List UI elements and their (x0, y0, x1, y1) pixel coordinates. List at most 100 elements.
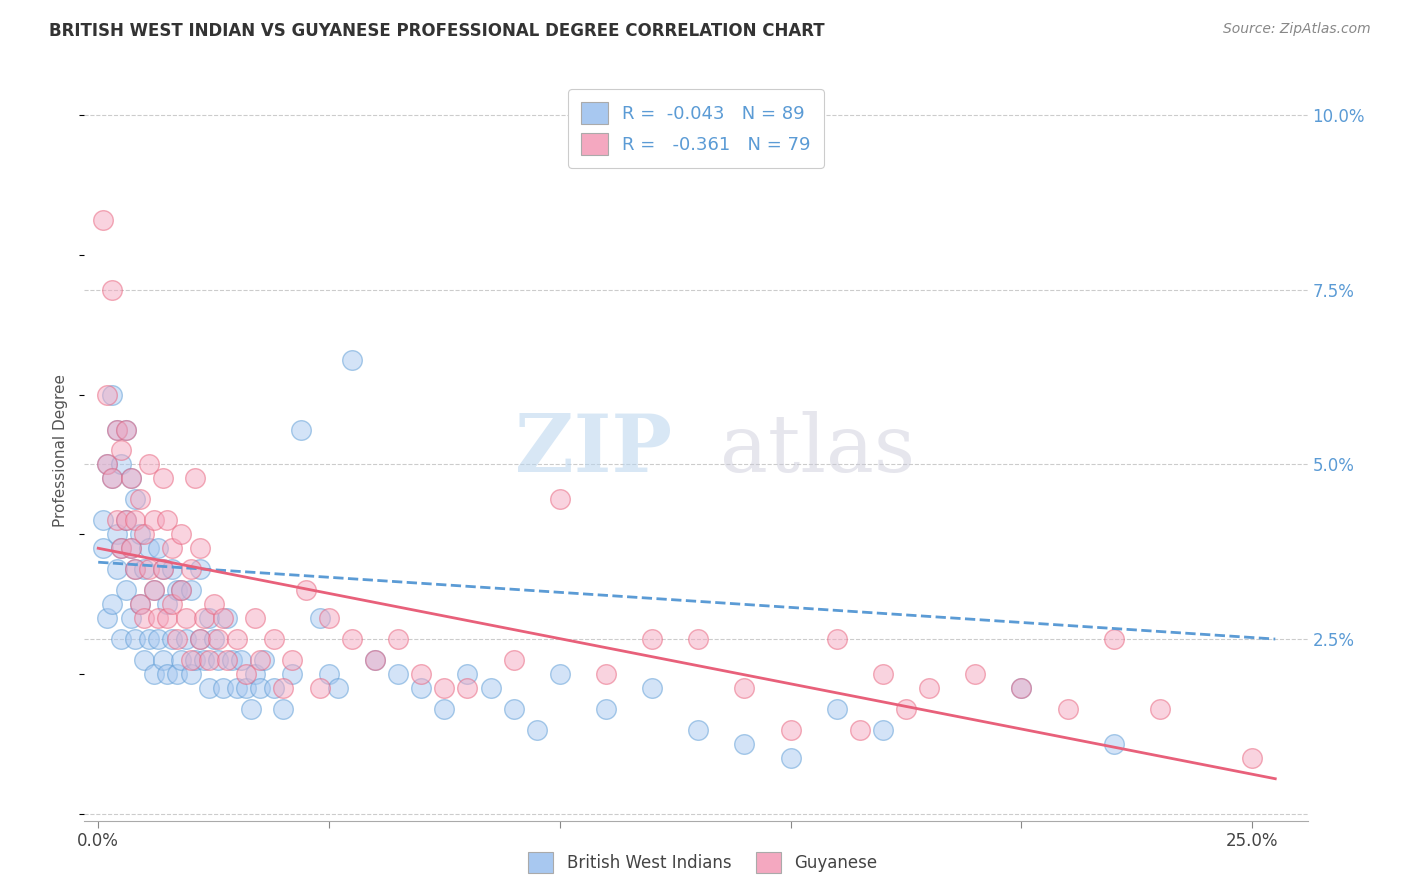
Point (217, 653, 239, 667)
Point (156, 611, 179, 625)
Point (340, 352, 363, 367)
Point (180, 667, 202, 681)
Point (128, 597, 150, 611)
Point (188, 632, 211, 646)
Point (105, 562, 128, 576)
Point (96, 611, 118, 625)
Point (411, 667, 433, 681)
Point (526, 723, 548, 737)
Point (779, 723, 801, 737)
Point (115, 513, 138, 527)
Point (110, 632, 132, 646)
Point (548, 492, 571, 507)
Point (96, 387, 118, 401)
Point (148, 541, 170, 556)
Point (156, 597, 179, 611)
Point (110, 443, 132, 458)
Point (779, 751, 801, 765)
Point (128, 527, 150, 541)
Legend: British West Indians, Guyanese: British West Indians, Guyanese (522, 846, 884, 880)
Point (965, 667, 987, 681)
Point (243, 667, 266, 681)
Point (152, 653, 174, 667)
Point (152, 562, 174, 576)
Point (110, 458, 132, 472)
Point (918, 681, 941, 695)
Point (688, 632, 710, 646)
Point (872, 723, 894, 737)
Point (502, 702, 524, 716)
Point (120, 541, 142, 556)
Point (156, 513, 179, 527)
Point (872, 667, 894, 681)
Point (120, 611, 142, 625)
Point (115, 583, 138, 598)
Point (148, 611, 170, 625)
Point (134, 611, 156, 625)
Point (231, 653, 253, 667)
Y-axis label: Professional Degree: Professional Degree (53, 374, 69, 527)
Text: atlas: atlas (720, 411, 915, 490)
Point (124, 632, 146, 646)
Point (456, 681, 478, 695)
Point (387, 667, 409, 681)
Point (263, 632, 285, 646)
Point (281, 667, 304, 681)
Point (180, 562, 202, 576)
Point (115, 513, 138, 527)
Point (101, 471, 124, 485)
Point (411, 681, 433, 695)
Point (364, 653, 387, 667)
Point (110, 541, 132, 556)
Point (1010, 681, 1032, 695)
Point (202, 632, 225, 646)
Point (105, 423, 128, 437)
Legend: R =  -0.043   N = 89, R =   -0.361   N = 79: R = -0.043 N = 89, R = -0.361 N = 79 (568, 89, 824, 168)
Point (211, 681, 233, 695)
Point (156, 667, 179, 681)
Point (688, 723, 710, 737)
Point (105, 423, 128, 437)
Point (174, 611, 197, 625)
Point (170, 583, 193, 598)
Point (364, 653, 387, 667)
Point (138, 541, 160, 556)
Point (160, 541, 183, 556)
Point (105, 527, 128, 541)
Point (142, 583, 165, 598)
Point (502, 653, 524, 667)
Point (124, 562, 146, 576)
Point (263, 681, 285, 695)
Point (202, 597, 225, 611)
Point (134, 527, 156, 541)
Point (193, 653, 215, 667)
Point (1149, 702, 1171, 716)
Point (91, 213, 114, 227)
Point (479, 681, 502, 695)
Point (548, 667, 571, 681)
Point (120, 541, 142, 556)
Point (595, 702, 617, 716)
Point (138, 458, 160, 472)
Point (124, 492, 146, 507)
Point (243, 611, 266, 625)
Point (733, 681, 755, 695)
Point (160, 632, 183, 646)
Point (101, 597, 124, 611)
Point (120, 471, 142, 485)
Point (152, 562, 174, 576)
Point (120, 471, 142, 485)
Point (91, 513, 114, 527)
Point (641, 681, 664, 695)
Point (894, 702, 917, 716)
Point (271, 681, 294, 695)
Point (1241, 751, 1264, 765)
Point (193, 611, 215, 625)
Point (253, 653, 276, 667)
Point (188, 541, 211, 556)
Point (281, 653, 304, 667)
Point (124, 513, 146, 527)
Point (134, 653, 156, 667)
Point (166, 583, 188, 598)
Point (849, 723, 872, 737)
